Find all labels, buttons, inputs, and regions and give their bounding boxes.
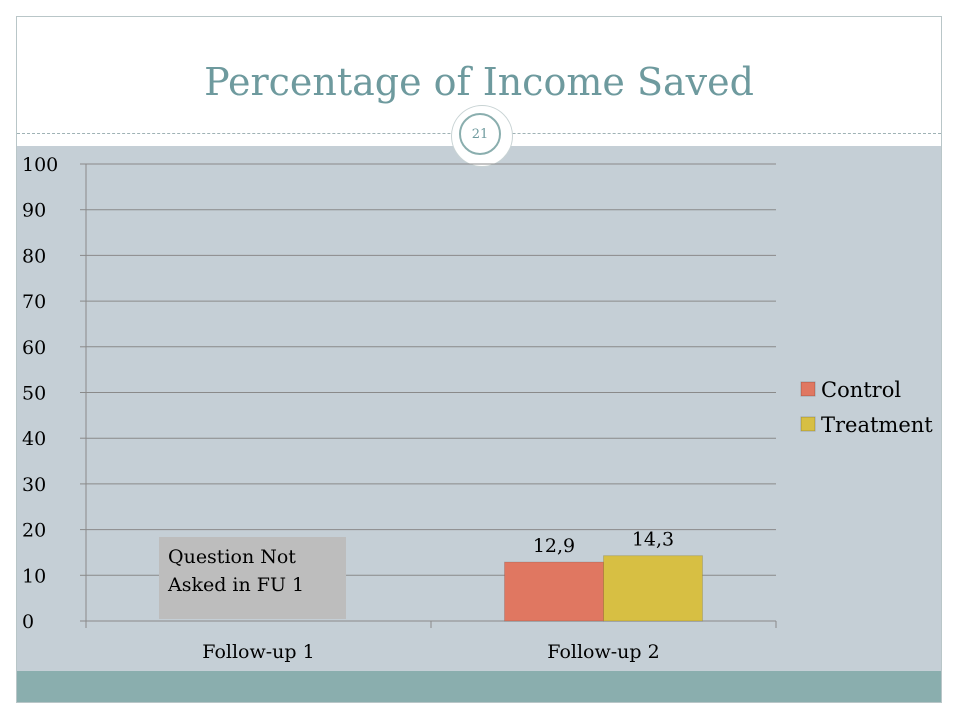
y-tick-label-100: 100 xyxy=(22,154,58,176)
y-tick-label-70: 70 xyxy=(22,291,46,313)
legend-label-treatment: Treatment xyxy=(821,413,933,437)
bar-treatment-1 xyxy=(603,555,703,622)
y-tick-label-30: 30 xyxy=(22,474,46,496)
y-tick-label-60: 60 xyxy=(22,337,46,359)
legend-swatch-control xyxy=(800,381,816,397)
footer-band xyxy=(17,671,941,702)
x-axis-category-labels: Follow-up 1 Follow-up 2 xyxy=(202,641,659,663)
legend: Control Treatment xyxy=(800,378,933,437)
x-category-label-0: Follow-up 1 xyxy=(202,641,314,663)
annotation-box: Question Not Asked in FU 1 xyxy=(159,537,346,619)
y-tick-label-90: 90 xyxy=(22,200,46,222)
x-category-label-1: Follow-up 2 xyxy=(547,641,659,663)
bars xyxy=(504,555,703,622)
y-tick-label-50: 50 xyxy=(22,383,46,405)
y-tick-label-40: 40 xyxy=(22,428,46,450)
legend-label-control: Control xyxy=(821,378,901,402)
y-tick-label-20: 20 xyxy=(22,520,46,542)
bar-control-1 xyxy=(504,561,604,622)
y-axis-tick-labels: 0 10 20 30 40 50 60 70 80 90 100 xyxy=(22,154,58,633)
page-number-badge: 21 xyxy=(452,106,512,166)
data-label-treatment-1: 14,3 xyxy=(632,529,674,551)
data-labels: 12,9 14,3 xyxy=(533,529,674,557)
y-tick-label-80: 80 xyxy=(22,245,46,267)
data-label-control-1: 12,9 xyxy=(533,535,575,557)
y-tick-label-10: 10 xyxy=(22,565,46,587)
legend-swatch-treatment xyxy=(800,416,816,432)
slide-title: Percentage of Income Saved xyxy=(204,60,754,104)
y-tick-label-0: 0 xyxy=(22,611,34,633)
page-number: 21 xyxy=(459,113,501,155)
